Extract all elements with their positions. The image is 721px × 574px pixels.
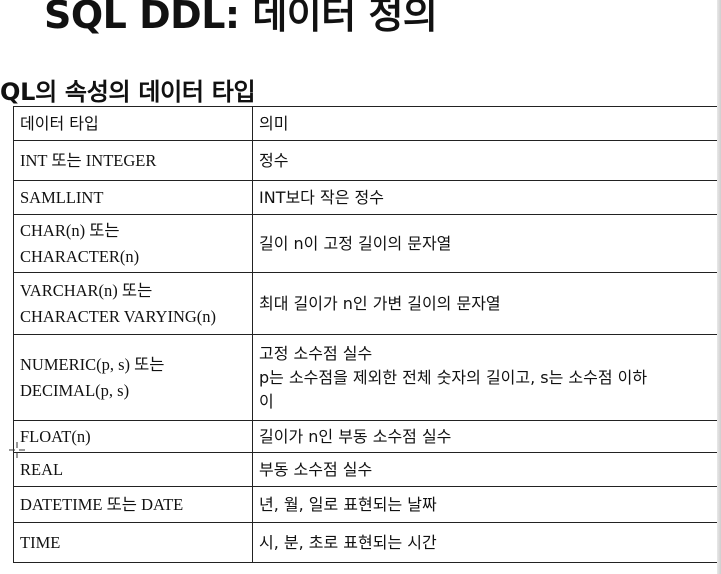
- window-edge: [717, 0, 721, 574]
- table-row: INT 또는 INTEGER 정수: [13, 140, 721, 181]
- type-line: NUMERIC(p, s) 또는: [20, 354, 165, 374]
- meaning-line: 년, 월, 일로 표현되는 날짜: [259, 494, 437, 514]
- meaning-cell: 시, 분, 초로 표현되는 시간: [252, 522, 721, 563]
- meaning-line: INT보다 작은 정수: [259, 187, 384, 207]
- table-row: TIME 시, 분, 초로 표현되는 시간: [13, 522, 721, 563]
- meaning-cell: 정수: [252, 140, 721, 181]
- header-cell-type: 데이터 타입: [13, 106, 253, 141]
- type-line: REAL: [20, 459, 64, 479]
- meaning-line: 시, 분, 초로 표현되는 시간: [259, 532, 437, 552]
- type-cell: SAMLLINT: [13, 180, 253, 215]
- type-line: VARCHAR(n) 또는: [20, 280, 153, 300]
- table-row: VARCHAR(n) 또는 CHARACTER VARYING(n) 최대 길이…: [13, 272, 721, 335]
- meaning-line: 고정 소수점 실수: [259, 343, 373, 363]
- meaning-line: 최대 길이가 n인 가변 길이의 문자열: [259, 293, 501, 313]
- type-cell: CHAR(n) 또는 CHARACTER(n): [13, 214, 253, 273]
- type-line: CHAR(n) 또는: [20, 220, 120, 240]
- type-cell: REAL: [13, 452, 253, 487]
- meaning-cell: 년, 월, 일로 표현되는 날짜: [252, 486, 721, 523]
- table-row: FLOAT(n) 길이가 n인 부동 소수점 실수: [13, 420, 721, 453]
- table-row: REAL 부동 소수점 실수: [13, 452, 721, 487]
- meaning-line: 부동 소수점 실수: [259, 459, 373, 479]
- type-line: DECIMAL(p, s): [20, 380, 130, 400]
- type-cell: INT 또는 INTEGER: [13, 140, 253, 181]
- section-heading: QL의 속성의 데이터 타입: [0, 78, 256, 106]
- table-row: DATETIME 또는 DATE 년, 월, 일로 표현되는 날짜: [13, 486, 721, 523]
- type-line: CHARACTER VARYING(n): [20, 306, 217, 326]
- meaning-cell: INT보다 작은 정수: [252, 180, 721, 215]
- meaning-line: 정수: [259, 150, 289, 170]
- type-cell: FLOAT(n): [13, 420, 253, 453]
- type-line: CHARACTER(n): [20, 246, 140, 266]
- page-title: SQL DDL: 데이터 정의: [44, 0, 438, 37]
- type-line: TIME: [20, 532, 61, 552]
- type-cell: NUMERIC(p, s) 또는 DECIMAL(p, s): [13, 334, 253, 421]
- meaning-cell: 최대 길이가 n인 가변 길이의 문자열: [252, 272, 721, 335]
- meaning-line: 이: [259, 391, 274, 411]
- meaning-line: p는 소수점을 제외한 전체 숫자의 길이고, s는 소수점 이하: [259, 367, 648, 387]
- table-row: NUMERIC(p, s) 또는 DECIMAL(p, s) 고정 소수점 실수…: [13, 334, 721, 421]
- meaning-cell: 길이 n이 고정 길이의 문자열: [252, 214, 721, 273]
- meaning-cell: 고정 소수점 실수 p는 소수점을 제외한 전체 숫자의 길이고, s는 소수점…: [252, 334, 721, 421]
- type-line: SAMLLINT: [20, 187, 104, 207]
- meaning-cell: 부동 소수점 실수: [252, 452, 721, 487]
- crosshair-cursor-icon: [9, 442, 25, 458]
- type-line: FLOAT(n): [20, 426, 91, 446]
- type-line: DATETIME 또는 DATE: [20, 494, 184, 514]
- meaning-line: 길이 n이 고정 길이의 문자열: [259, 233, 452, 253]
- meaning-cell: 길이가 n인 부동 소수점 실수: [252, 420, 721, 453]
- type-cell: TIME: [13, 522, 253, 563]
- type-cell: DATETIME 또는 DATE: [13, 486, 253, 523]
- table-header-row: 데이터 타입 의미: [13, 106, 721, 141]
- meaning-line: 길이가 n인 부동 소수점 실수: [259, 426, 452, 446]
- type-line: INT 또는 INTEGER: [20, 150, 157, 170]
- header-cell-meaning: 의미: [252, 106, 721, 141]
- table-row: CHAR(n) 또는 CHARACTER(n) 길이 n이 고정 길이의 문자열: [13, 214, 721, 273]
- type-cell: VARCHAR(n) 또는 CHARACTER VARYING(n): [13, 272, 253, 335]
- data-type-table: 데이터 타입 의미 INT 또는 INTEGER 정수 SAMLLINT INT…: [13, 106, 721, 563]
- table-row: SAMLLINT INT보다 작은 정수: [13, 180, 721, 215]
